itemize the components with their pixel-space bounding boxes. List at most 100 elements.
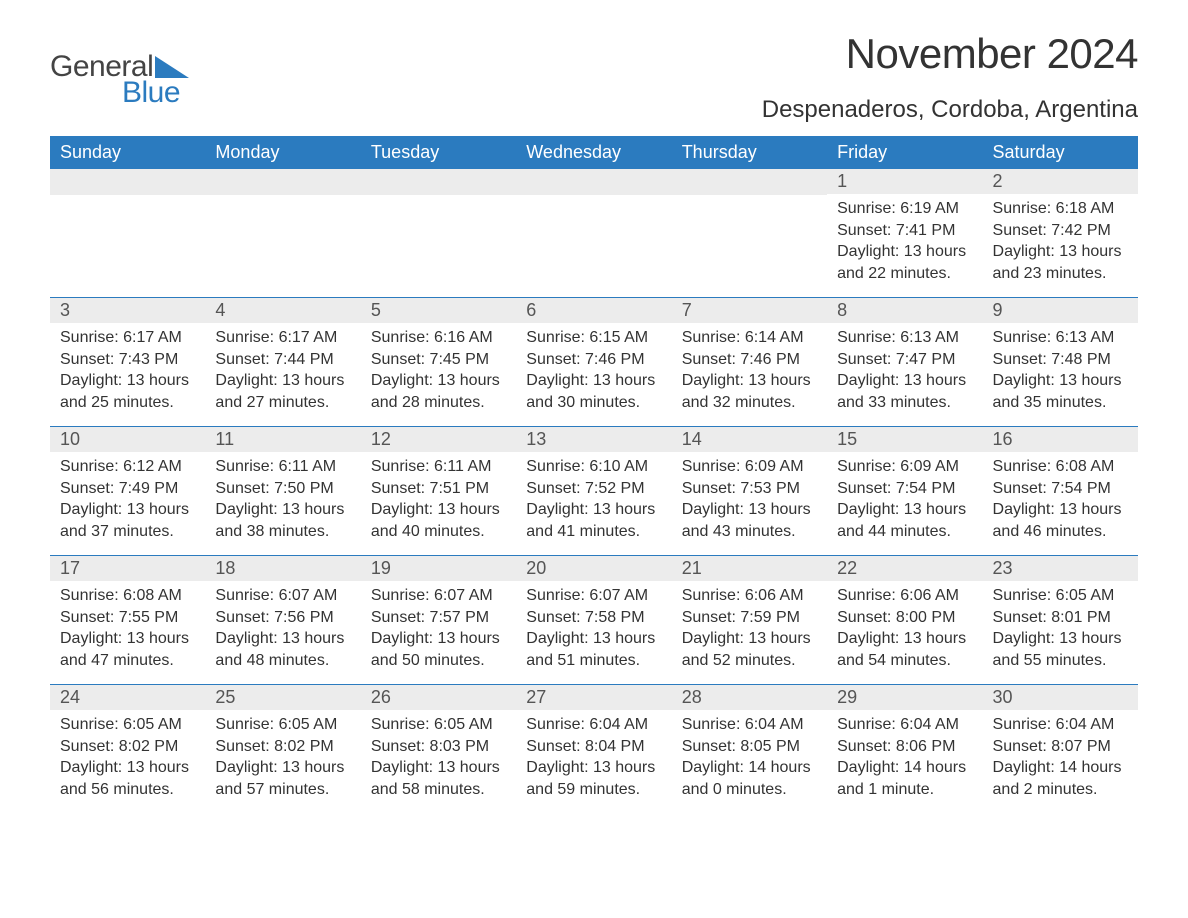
day-number: 2 (983, 169, 1138, 194)
calendar-page: General Blue November 2024 Despenaderos,… (0, 0, 1188, 853)
sunset-text: Sunset: 8:07 PM (993, 736, 1128, 758)
sunset-text: Sunset: 8:04 PM (526, 736, 661, 758)
daylight-text-line2: and 22 minutes. (837, 263, 972, 285)
daylight-text-line1: Daylight: 13 hours (215, 370, 350, 392)
daylight-text-line2: and 59 minutes. (526, 779, 661, 801)
brand-triangle-icon (155, 56, 189, 78)
sunset-text: Sunset: 7:41 PM (837, 220, 972, 242)
sunrise-text: Sunrise: 6:09 AM (837, 456, 972, 478)
day-cell: 15Sunrise: 6:09 AMSunset: 7:54 PMDayligh… (827, 427, 982, 555)
sunrise-text: Sunrise: 6:14 AM (682, 327, 817, 349)
dow-thursday: Thursday (672, 136, 827, 169)
sunrise-text: Sunrise: 6:13 AM (993, 327, 1128, 349)
day-cell (516, 169, 671, 297)
sunset-text: Sunset: 7:46 PM (682, 349, 817, 371)
day-number: 21 (672, 556, 827, 581)
daylight-text-line2: and 35 minutes. (993, 392, 1128, 414)
day-cell: 29Sunrise: 6:04 AMSunset: 8:06 PMDayligh… (827, 685, 982, 813)
sunrise-text: Sunrise: 6:17 AM (215, 327, 350, 349)
day-details: Sunrise: 6:11 AMSunset: 7:51 PMDaylight:… (361, 452, 516, 542)
daylight-text-line1: Daylight: 13 hours (215, 757, 350, 779)
day-details: Sunrise: 6:05 AMSunset: 8:03 PMDaylight:… (361, 710, 516, 800)
daylight-text-line2: and 38 minutes. (215, 521, 350, 543)
day-number: 14 (672, 427, 827, 452)
day-number: 4 (205, 298, 360, 323)
daylight-text-line1: Daylight: 13 hours (993, 241, 1128, 263)
sunset-text: Sunset: 7:42 PM (993, 220, 1128, 242)
sunset-text: Sunset: 8:00 PM (837, 607, 972, 629)
day-cell: 13Sunrise: 6:10 AMSunset: 7:52 PMDayligh… (516, 427, 671, 555)
day-details: Sunrise: 6:04 AMSunset: 8:06 PMDaylight:… (827, 710, 982, 800)
dow-monday: Monday (205, 136, 360, 169)
daylight-text-line1: Daylight: 13 hours (371, 370, 506, 392)
day-cell: 5Sunrise: 6:16 AMSunset: 7:45 PMDaylight… (361, 298, 516, 426)
daylight-text-line1: Daylight: 13 hours (60, 499, 195, 521)
dow-saturday: Saturday (983, 136, 1138, 169)
sunrise-text: Sunrise: 6:12 AM (60, 456, 195, 478)
day-cell: 20Sunrise: 6:07 AMSunset: 7:58 PMDayligh… (516, 556, 671, 684)
day-details: Sunrise: 6:06 AMSunset: 8:00 PMDaylight:… (827, 581, 982, 671)
day-cell (50, 169, 205, 297)
sunrise-text: Sunrise: 6:13 AM (837, 327, 972, 349)
sunrise-text: Sunrise: 6:07 AM (526, 585, 661, 607)
sunset-text: Sunset: 8:05 PM (682, 736, 817, 758)
sunrise-text: Sunrise: 6:18 AM (993, 198, 1128, 220)
daylight-text-line2: and 25 minutes. (60, 392, 195, 414)
day-number: 3 (50, 298, 205, 323)
day-cell: 19Sunrise: 6:07 AMSunset: 7:57 PMDayligh… (361, 556, 516, 684)
sunset-text: Sunset: 7:43 PM (60, 349, 195, 371)
day-cell: 23Sunrise: 6:05 AMSunset: 8:01 PMDayligh… (983, 556, 1138, 684)
sunset-text: Sunset: 8:02 PM (60, 736, 195, 758)
sunrise-text: Sunrise: 6:04 AM (837, 714, 972, 736)
day-number: 12 (361, 427, 516, 452)
day-number: 7 (672, 298, 827, 323)
day-details: Sunrise: 6:13 AMSunset: 7:48 PMDaylight:… (983, 323, 1138, 413)
day-cell: 9Sunrise: 6:13 AMSunset: 7:48 PMDaylight… (983, 298, 1138, 426)
daylight-text-line2: and 50 minutes. (371, 650, 506, 672)
dow-header-row: Sunday Monday Tuesday Wednesday Thursday… (50, 136, 1138, 169)
day-cell: 24Sunrise: 6:05 AMSunset: 8:02 PMDayligh… (50, 685, 205, 813)
day-number: 11 (205, 427, 360, 452)
day-details: Sunrise: 6:04 AMSunset: 8:04 PMDaylight:… (516, 710, 671, 800)
page-header: General Blue November 2024 Despenaderos,… (50, 30, 1138, 124)
week-row: 3Sunrise: 6:17 AMSunset: 7:43 PMDaylight… (50, 297, 1138, 426)
sunrise-text: Sunrise: 6:04 AM (526, 714, 661, 736)
daylight-text-line1: Daylight: 13 hours (837, 241, 972, 263)
empty-day (205, 169, 360, 195)
sunset-text: Sunset: 7:50 PM (215, 478, 350, 500)
empty-day (672, 169, 827, 195)
sunset-text: Sunset: 8:01 PM (993, 607, 1128, 629)
day-details: Sunrise: 6:04 AMSunset: 8:05 PMDaylight:… (672, 710, 827, 800)
daylight-text-line2: and 44 minutes. (837, 521, 972, 543)
day-details: Sunrise: 6:19 AMSunset: 7:41 PMDaylight:… (827, 194, 982, 284)
daylight-text-line2: and 40 minutes. (371, 521, 506, 543)
daylight-text-line2: and 28 minutes. (371, 392, 506, 414)
daylight-text-line1: Daylight: 13 hours (371, 499, 506, 521)
sunrise-text: Sunrise: 6:17 AM (60, 327, 195, 349)
day-number: 27 (516, 685, 671, 710)
day-details: Sunrise: 6:13 AMSunset: 7:47 PMDaylight:… (827, 323, 982, 413)
week-row: 24Sunrise: 6:05 AMSunset: 8:02 PMDayligh… (50, 684, 1138, 813)
day-number: 17 (50, 556, 205, 581)
sunrise-text: Sunrise: 6:15 AM (526, 327, 661, 349)
sunset-text: Sunset: 7:45 PM (371, 349, 506, 371)
daylight-text-line2: and 0 minutes. (682, 779, 817, 801)
sunset-text: Sunset: 7:51 PM (371, 478, 506, 500)
daylight-text-line2: and 46 minutes. (993, 521, 1128, 543)
daylight-text-line1: Daylight: 13 hours (60, 757, 195, 779)
daylight-text-line2: and 55 minutes. (993, 650, 1128, 672)
day-details: Sunrise: 6:10 AMSunset: 7:52 PMDaylight:… (516, 452, 671, 542)
daylight-text-line2: and 43 minutes. (682, 521, 817, 543)
day-cell: 1Sunrise: 6:19 AMSunset: 7:41 PMDaylight… (827, 169, 982, 297)
day-number: 8 (827, 298, 982, 323)
daylight-text-line2: and 41 minutes. (526, 521, 661, 543)
daylight-text-line2: and 58 minutes. (371, 779, 506, 801)
daylight-text-line1: Daylight: 13 hours (215, 499, 350, 521)
daylight-text-line1: Daylight: 13 hours (682, 628, 817, 650)
sunrise-text: Sunrise: 6:07 AM (215, 585, 350, 607)
day-cell (361, 169, 516, 297)
dow-friday: Friday (827, 136, 982, 169)
day-details: Sunrise: 6:12 AMSunset: 7:49 PMDaylight:… (50, 452, 205, 542)
location-label: Despenaderos, Cordoba, Argentina (762, 96, 1138, 124)
sunset-text: Sunset: 7:47 PM (837, 349, 972, 371)
